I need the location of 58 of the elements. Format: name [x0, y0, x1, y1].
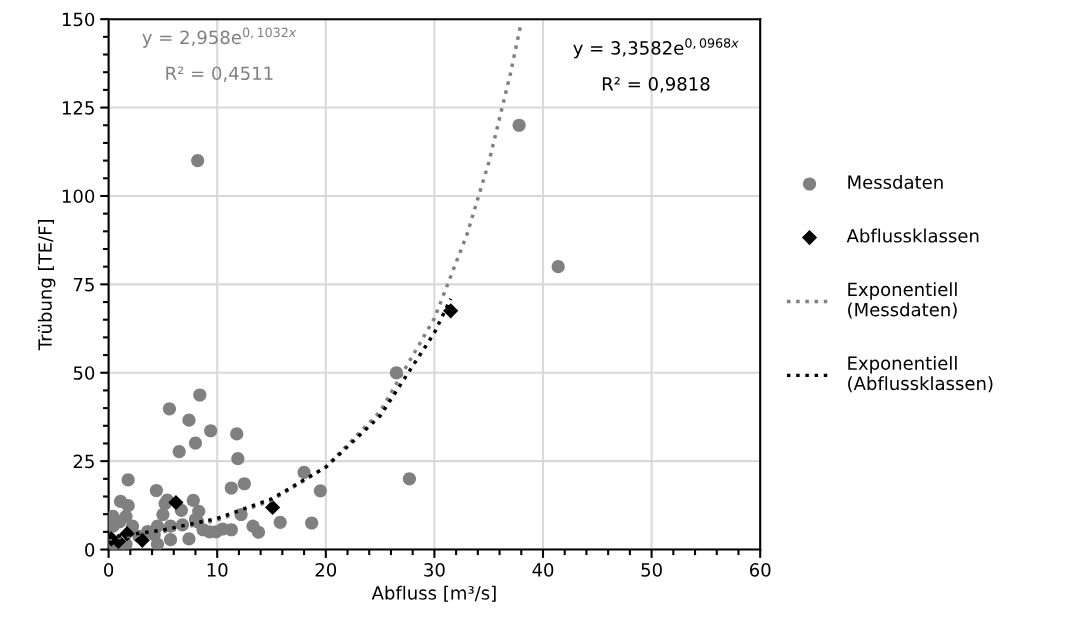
point: [264, 499, 281, 516]
y-tick-label: 75: [73, 278, 94, 292]
point: [204, 424, 218, 438]
point: [172, 445, 186, 459]
point: [121, 499, 135, 513]
point: [149, 483, 163, 498]
point: [443, 303, 459, 319]
point: [313, 484, 327, 498]
point: [231, 452, 245, 466]
point: [305, 516, 319, 530]
point: [156, 507, 170, 522]
point: [168, 494, 184, 511]
x-tick-label: 10: [207, 563, 228, 577]
point: [182, 413, 196, 427]
x-tick-label: 0: [104, 563, 114, 577]
point: [224, 481, 238, 495]
point: [119, 526, 135, 542]
point: [134, 532, 150, 548]
point: [188, 436, 203, 450]
annotation: y = 2,958e$^{0,1032x}$: [142, 27, 297, 48]
y-tick-label: 150: [62, 12, 95, 27]
point: [251, 525, 266, 539]
y-axis-title: Trübung [TE/F]: [37, 220, 56, 351]
point: [273, 515, 287, 529]
point: [150, 537, 165, 550]
legend-label: Exponentiell (Abflussklassen): [848, 356, 993, 393]
point: [121, 473, 135, 487]
x-tick-label: 30: [424, 563, 445, 577]
point: [230, 427, 244, 441]
legend-label: Messdaten: [848, 175, 943, 189]
x-axis-title: Abfluss [m³/s]: [371, 585, 496, 602]
x-tick-label: 60: [749, 563, 771, 577]
x-tick-label: 20: [315, 563, 337, 577]
point: [389, 366, 403, 380]
annotation: R² = 0,4511: [166, 66, 273, 82]
y-tick-label: 25: [73, 454, 94, 469]
point: [186, 493, 200, 507]
x-tick-label: 50: [641, 563, 662, 577]
point: [193, 388, 207, 402]
annotation: y = 3,3582e$^{0,0968x}$: [573, 38, 739, 59]
point: [402, 472, 417, 486]
point: [551, 260, 565, 274]
legend-label: Abflussklassen: [846, 228, 979, 243]
point: [163, 533, 178, 547]
point: [224, 523, 238, 537]
y-tick-label: 100: [62, 189, 95, 204]
legend-label: Exponentiell (Messdaten): [848, 282, 957, 319]
point: [162, 402, 176, 416]
point: [512, 118, 526, 132]
point: [237, 477, 251, 491]
y-tick-label: 50: [73, 366, 95, 380]
x-tick-label: 40: [532, 563, 554, 577]
point: [191, 154, 205, 168]
annotation: R² = 0,9818: [602, 77, 710, 93]
point: [297, 465, 311, 480]
y-tick-label: 0: [85, 543, 95, 557]
point: [182, 532, 196, 546]
y-tick-label: 125: [62, 101, 94, 115]
